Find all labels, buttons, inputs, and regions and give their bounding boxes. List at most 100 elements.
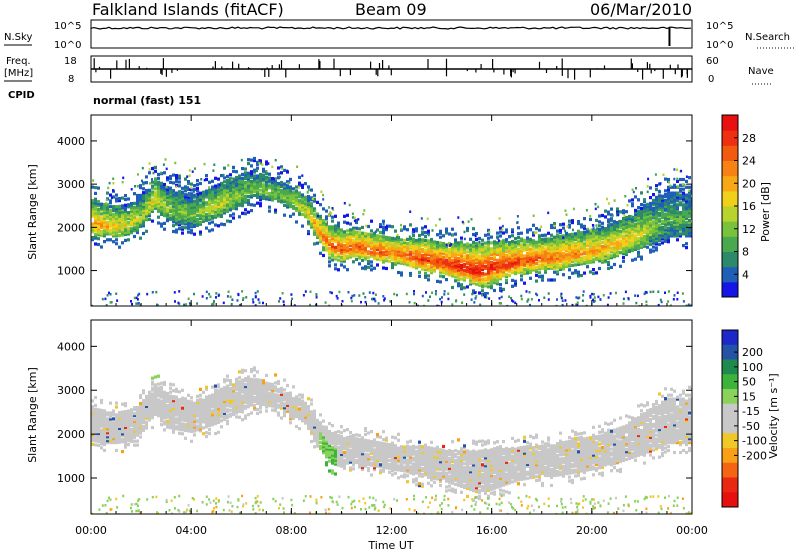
power-cell [580, 262, 583, 266]
power-cell [340, 249, 343, 253]
power-cell [646, 190, 649, 194]
power-cell [184, 216, 187, 220]
power-cell [97, 225, 100, 229]
velocity-cell [163, 398, 166, 402]
power-cell [343, 245, 346, 249]
power-cell [541, 262, 544, 267]
power-cell [685, 211, 688, 215]
power-cell [187, 216, 190, 221]
power-cell [94, 222, 97, 227]
power-cell [244, 198, 247, 202]
power-cell [349, 230, 352, 234]
power-cell [374, 299, 377, 303]
power-cell [346, 244, 349, 248]
power-cell [475, 259, 478, 263]
power-cell [472, 267, 475, 272]
power-cell [601, 247, 604, 251]
power-cell [532, 239, 535, 243]
power-colorbar-tick-label: 20 [742, 177, 756, 190]
power-cell [445, 258, 448, 262]
velocity-cell [154, 407, 157, 411]
power-cell [226, 198, 229, 202]
power-cell [475, 265, 478, 269]
power-cell [220, 197, 223, 201]
power-cell [649, 217, 652, 221]
power-cell [622, 236, 625, 240]
power-cell [523, 256, 526, 260]
power-cell [163, 196, 166, 200]
freq-spike [232, 61, 234, 69]
velocity-cell [187, 401, 190, 405]
power-cell [427, 268, 430, 272]
power-cell [352, 238, 355, 242]
power-cell [481, 267, 484, 271]
power-cell [592, 240, 595, 244]
power-cell [214, 184, 217, 188]
power-cell [295, 201, 298, 205]
power-cell [334, 224, 337, 228]
power-cell [673, 214, 676, 218]
power-cell [670, 205, 673, 209]
power-cell [625, 231, 628, 235]
power-ytick-label: 1000 [57, 265, 85, 278]
power-cell [532, 247, 535, 251]
power-cell [664, 206, 667, 210]
power-cell [574, 247, 577, 251]
power-cell [667, 207, 670, 211]
power-cell [565, 261, 568, 265]
velocity-cell [112, 437, 115, 441]
power-cell [157, 192, 160, 196]
power-cell [475, 278, 478, 282]
power-cell [139, 197, 142, 201]
power-cell [139, 236, 142, 240]
power-cell [97, 200, 100, 204]
power-cell [328, 248, 331, 252]
power-cell [673, 220, 676, 224]
power-cell [352, 250, 355, 254]
velocity-cell [118, 436, 121, 440]
power-cell [649, 201, 652, 205]
power-cell [364, 239, 367, 244]
power-cell [283, 190, 286, 194]
power-cell [685, 195, 688, 199]
velocity-cell [157, 410, 160, 414]
power-cell [676, 230, 679, 234]
power-cell [217, 196, 220, 201]
power-cell [109, 209, 112, 213]
power-cell [154, 169, 157, 173]
power-cell [160, 224, 163, 228]
power-cell [430, 267, 433, 271]
power-cell [424, 273, 427, 277]
power-cell [634, 216, 637, 220]
power-cell [625, 247, 628, 251]
power-cell [298, 208, 301, 213]
velocity-cell [169, 410, 172, 414]
power-cell [388, 242, 391, 246]
velocity-cell [115, 423, 118, 427]
power-cell [334, 257, 337, 261]
power-colorbar-swatch [722, 145, 738, 161]
power-cell [622, 244, 625, 248]
power-cell [550, 237, 553, 241]
power-cell [517, 257, 520, 261]
power-cell [247, 162, 250, 166]
power-cell [556, 239, 559, 243]
power-cell [607, 245, 610, 249]
power-cell [172, 218, 175, 222]
power-cell [208, 204, 211, 208]
power-cell [532, 256, 535, 260]
power-cell [496, 245, 499, 249]
power-cell [574, 243, 577, 248]
power-cell [448, 267, 451, 271]
velocity-cell [127, 439, 130, 443]
power-cell [277, 193, 280, 197]
power-cell [205, 201, 208, 205]
power-cell [613, 231, 616, 235]
power-cell [409, 256, 412, 260]
power-cell [133, 192, 136, 196]
power-cell [373, 241, 376, 245]
power-cell [523, 238, 526, 242]
power-cell [178, 174, 181, 178]
velocity-cell [175, 425, 178, 429]
power-cell [547, 251, 550, 255]
